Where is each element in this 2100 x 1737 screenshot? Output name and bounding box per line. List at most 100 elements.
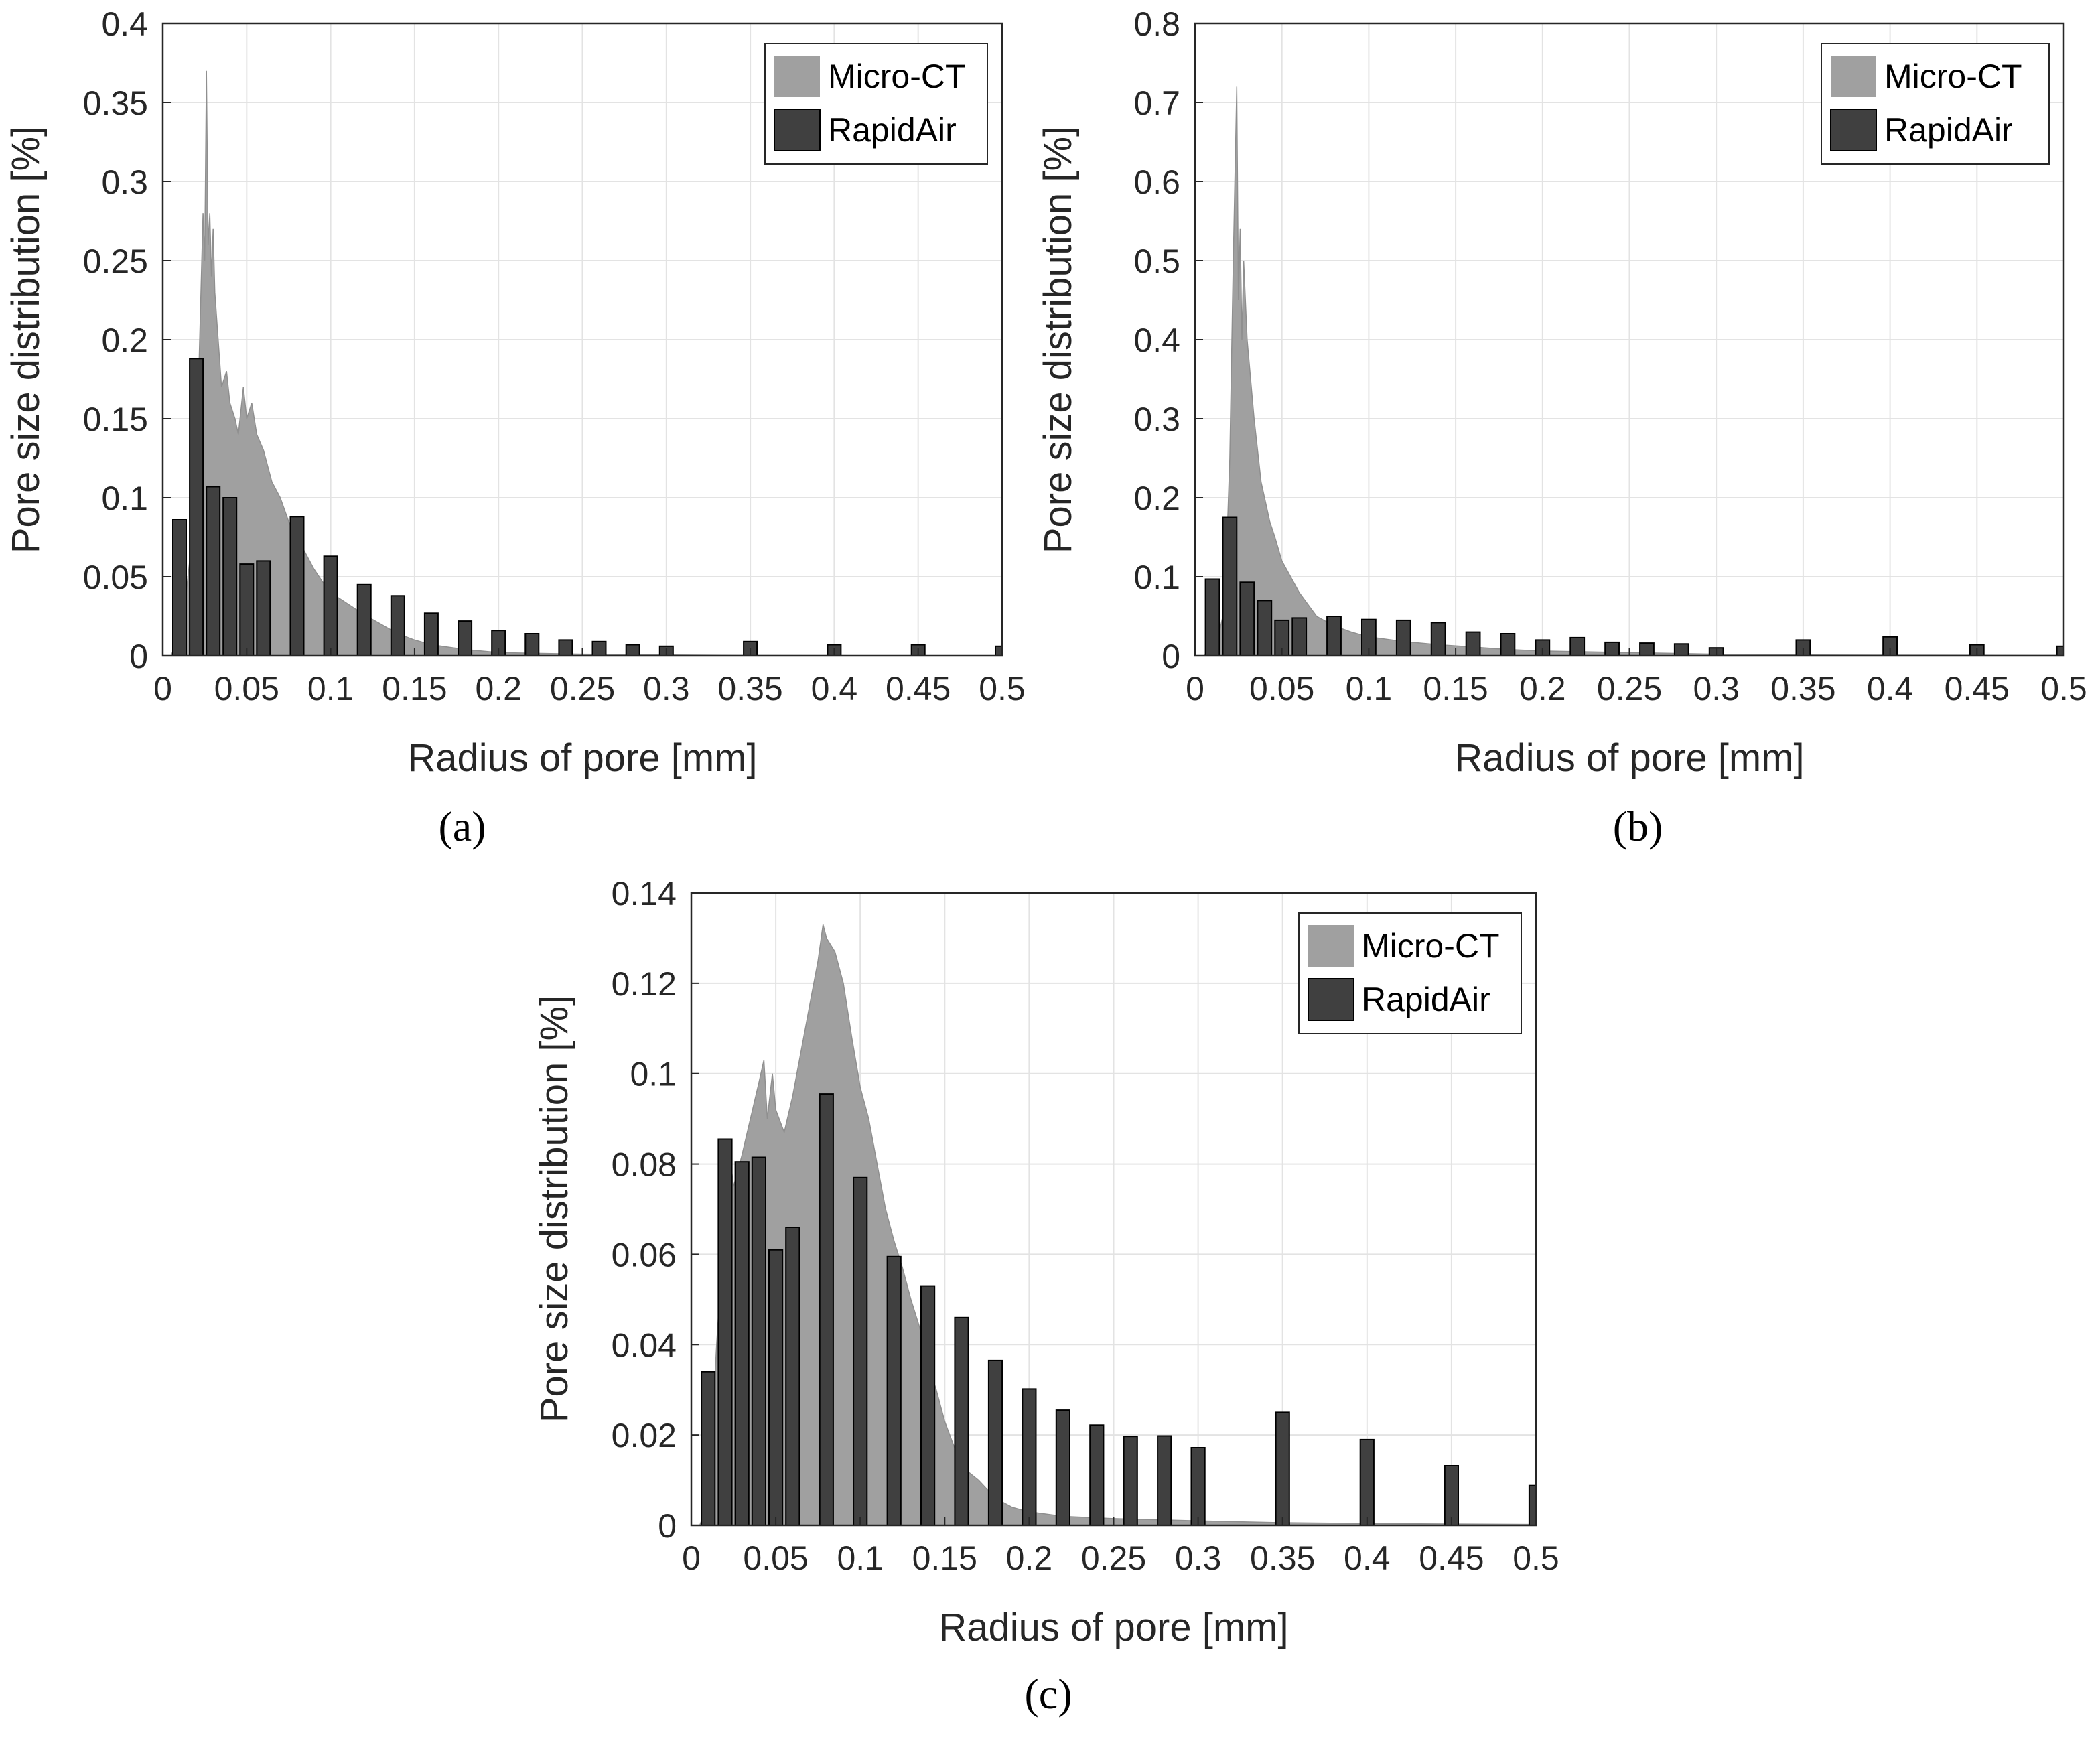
- legend-swatch-micro-ct: [774, 56, 820, 97]
- x-axis-label: Radius of pore [mm]: [938, 1606, 1288, 1649]
- rapidair-bar: [1239, 581, 1255, 656]
- legend-swatch-rapidair: [774, 109, 821, 151]
- legend-label-rapidair: RapidAir: [828, 111, 957, 149]
- rapidair-bar: [206, 486, 221, 656]
- y-tick-label: 0.15: [83, 401, 148, 438]
- legend-c: Micro-CT RapidAir: [1298, 912, 1522, 1034]
- x-tick-label: 0.1: [837, 1539, 884, 1577]
- y-tick-label: 0.5: [1133, 242, 1180, 280]
- y-tick-label: 0.06: [612, 1236, 677, 1273]
- x-tick-label: 0.25: [550, 670, 615, 707]
- x-tick-label: 0.1: [307, 670, 354, 707]
- series-rapidair-c: [701, 1093, 1537, 1527]
- rapidair-bar: [1022, 1388, 1037, 1526]
- rapidair-bar: [1395, 619, 1411, 657]
- legend-b: Micro-CT RapidAir: [1821, 43, 2050, 165]
- x-tick-label: 0.45: [886, 670, 951, 707]
- y-tick-label: 0.6: [1133, 163, 1180, 201]
- legend-swatch-rapidair: [1308, 978, 1354, 1021]
- y-tick-label: 0.3: [1133, 401, 1180, 438]
- rapidair-bar: [768, 1249, 784, 1526]
- rapidair-bar: [1359, 1438, 1375, 1526]
- y-tick-label: 0.7: [1133, 84, 1180, 122]
- y-tick-label: 0.1: [630, 1056, 677, 1093]
- rapidair-bar: [995, 645, 1003, 656]
- chart-panel-a: 0 0.05 0.1 0.15 0.2 0.25 0.3 0.35 0.4 0.45 0.5 0 0.0…: [4, 5, 1026, 850]
- legend-label-rapidair: RapidAir: [1362, 981, 1490, 1018]
- x-tick-label: 0.05: [214, 670, 279, 707]
- y-tick-label: 0: [1162, 638, 1180, 675]
- rapidair-bar: [591, 640, 607, 656]
- y-tick-label: 0.8: [1133, 5, 1180, 43]
- x-axis-label: Radius of pore [mm]: [407, 736, 757, 780]
- y-tick-label: 0.4: [1133, 322, 1180, 359]
- rapidair-bar: [356, 583, 372, 656]
- y-tick-label: 0.02: [612, 1417, 677, 1454]
- y-tick-label: 0.2: [1133, 480, 1180, 517]
- series-micro-ct-area-b: [1203, 86, 2064, 656]
- x-tick-label: 0.1: [1346, 670, 1393, 707]
- rapidair-bar: [717, 1138, 733, 1526]
- y-tick-label: 0.3: [101, 163, 148, 201]
- x-tick-label: 0.4: [1867, 670, 1914, 707]
- y-tick-label: 0.4: [101, 5, 148, 43]
- x-tick-label: 0.5: [979, 670, 1026, 707]
- y-tick-label: 0.25: [83, 242, 148, 280]
- rapidair-bar: [1673, 643, 1689, 656]
- y-tick-label: 0.2: [101, 322, 148, 359]
- x-tick-label: 0.3: [1693, 670, 1740, 707]
- x-tick-label: 0.35: [717, 670, 782, 707]
- chart-panel-b: 0 0.05 0.1 0.15 0.2 0.25 0.3 0.35 0.4 0.45 0.5 0 0.1…: [1036, 5, 2087, 850]
- legend-label-rapidair: RapidAir: [1884, 111, 2013, 149]
- x-tick-label: 0.3: [1175, 1539, 1222, 1577]
- legend-swatch-micro-ct: [1831, 56, 1876, 97]
- rapidair-bar: [423, 612, 439, 656]
- x-tick-label: 0.25: [1597, 670, 1662, 707]
- x-tick-label: 0.45: [1419, 1539, 1484, 1577]
- rapidair-bar: [458, 620, 473, 656]
- y-axis-label: Pore size distribution [%]: [1036, 126, 1080, 553]
- rapidair-bar: [1257, 600, 1273, 657]
- rapidair-bar: [1089, 1424, 1105, 1527]
- rapidair-bar: [222, 497, 238, 656]
- legend-swatch-rapidair: [1830, 109, 1877, 151]
- x-tick-label: 0.15: [382, 670, 447, 707]
- x-tick-label: 0.4: [811, 670, 858, 707]
- y-tick-label: 0.04: [612, 1326, 677, 1364]
- y-tick-label: 0.14: [612, 875, 677, 912]
- rapidair-bar: [1528, 1484, 1537, 1526]
- caption-a: (a): [438, 803, 486, 850]
- x-tick-label: 0.5: [1513, 1539, 1559, 1577]
- x-tick-label: 0.05: [743, 1539, 808, 1577]
- legend-label-micro-ct: Micro-CT: [1884, 58, 2022, 95]
- x-tick-label: 0.15: [912, 1539, 977, 1577]
- rapidair-bar: [701, 1371, 716, 1526]
- rapidair-bar: [751, 1156, 767, 1526]
- y-tick-label: 0: [129, 638, 148, 675]
- rapidair-bar: [853, 1176, 868, 1527]
- rapidair-bar: [1123, 1436, 1138, 1526]
- rapidair-bar: [819, 1093, 834, 1526]
- x-tick-label: 0.3: [643, 670, 690, 707]
- x-tick-label: 0.2: [1006, 1539, 1053, 1577]
- y-tick-label: 0.1: [1133, 559, 1180, 596]
- rapidair-bar: [1465, 631, 1481, 656]
- rapidair-bar: [2056, 645, 2065, 656]
- caption-c: (c): [1024, 1670, 1072, 1718]
- rapidair-bar: [1204, 578, 1220, 656]
- x-tick-label: 0.4: [1344, 1539, 1391, 1577]
- y-tick-label: 0.05: [83, 559, 148, 596]
- rapidair-bar: [954, 1316, 969, 1527]
- x-tick-label: 0: [682, 1539, 701, 1577]
- legend-swatch-micro-ct: [1308, 925, 1354, 967]
- y-tick-label: 0.12: [612, 965, 677, 1003]
- y-axis-label: Pore size distribution [%]: [4, 126, 48, 553]
- chart-panel-c: 0 0.05 0.1 0.15 0.2 0.25 0.3 0.35 0.4 0.45 0.5 0 0.0…: [533, 875, 1559, 1718]
- x-tick-label: 0.45: [1945, 670, 2010, 707]
- rapidair-bar: [886, 1255, 902, 1527]
- rapidair-bar: [734, 1161, 750, 1526]
- x-tick-label: 0.2: [475, 670, 522, 707]
- rapidair-bar: [1326, 616, 1342, 656]
- x-tick-label: 0.5: [2040, 670, 2087, 707]
